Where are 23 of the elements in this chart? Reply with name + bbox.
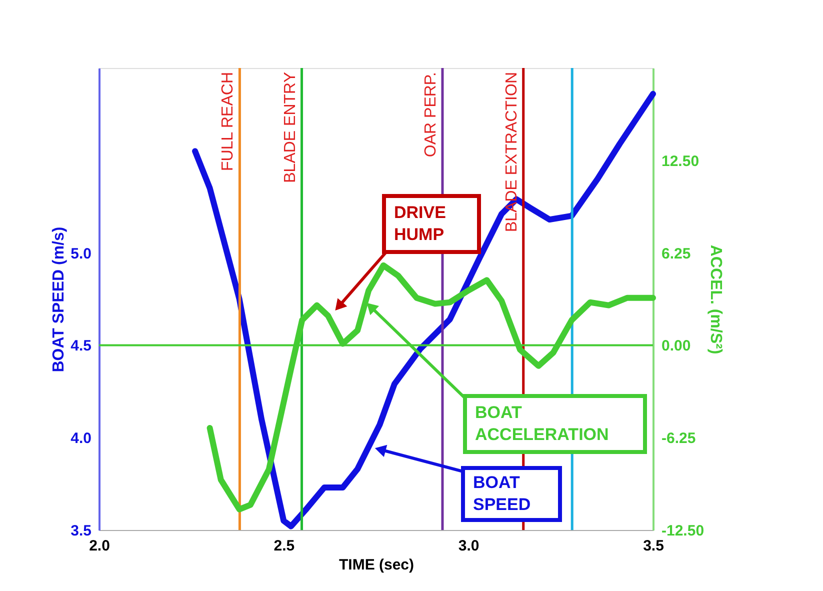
ref-line-label: OAR PERP. <box>422 72 440 158</box>
y2-tick-label: 12.50 <box>662 152 700 170</box>
y-tick-label: 4.5 <box>70 338 92 355</box>
y2-tick-label: -6.25 <box>662 430 696 448</box>
x-tick-label: 2.5 <box>274 538 295 554</box>
annotation: DRIVE HUMP <box>394 203 446 244</box>
y2-tick-label: 0.00 <box>662 338 691 355</box>
x-tick-label: 3.5 <box>643 538 664 554</box>
y-tick-label: 5.0 <box>70 245 92 262</box>
text: BOAT ACCELERATION <box>475 403 609 444</box>
x-tick-label: 2.0 <box>89 538 110 554</box>
y2-tick-label: -12.50 <box>662 522 704 540</box>
text: BOAT SPEED <box>473 473 531 514</box>
y2-tick-label: 6.25 <box>662 245 691 262</box>
y-tick-label: 3.5 <box>70 522 92 540</box>
y2-axis-title: ACCEL. (m/S²) <box>707 244 724 354</box>
ref-line-label: FULL REACH <box>220 72 237 171</box>
y-axis-title: BOAT SPEED (m/s) <box>50 226 68 372</box>
y-tick-label: 4.0 <box>70 430 92 448</box>
ref-line-label: BLADE ENTRY <box>282 72 299 183</box>
ref-line-label: BLADE EXTRACTION <box>503 72 520 232</box>
x-tick-label: 3.0 <box>458 538 480 554</box>
x-axis-title: TIME (sec) <box>338 556 414 574</box>
